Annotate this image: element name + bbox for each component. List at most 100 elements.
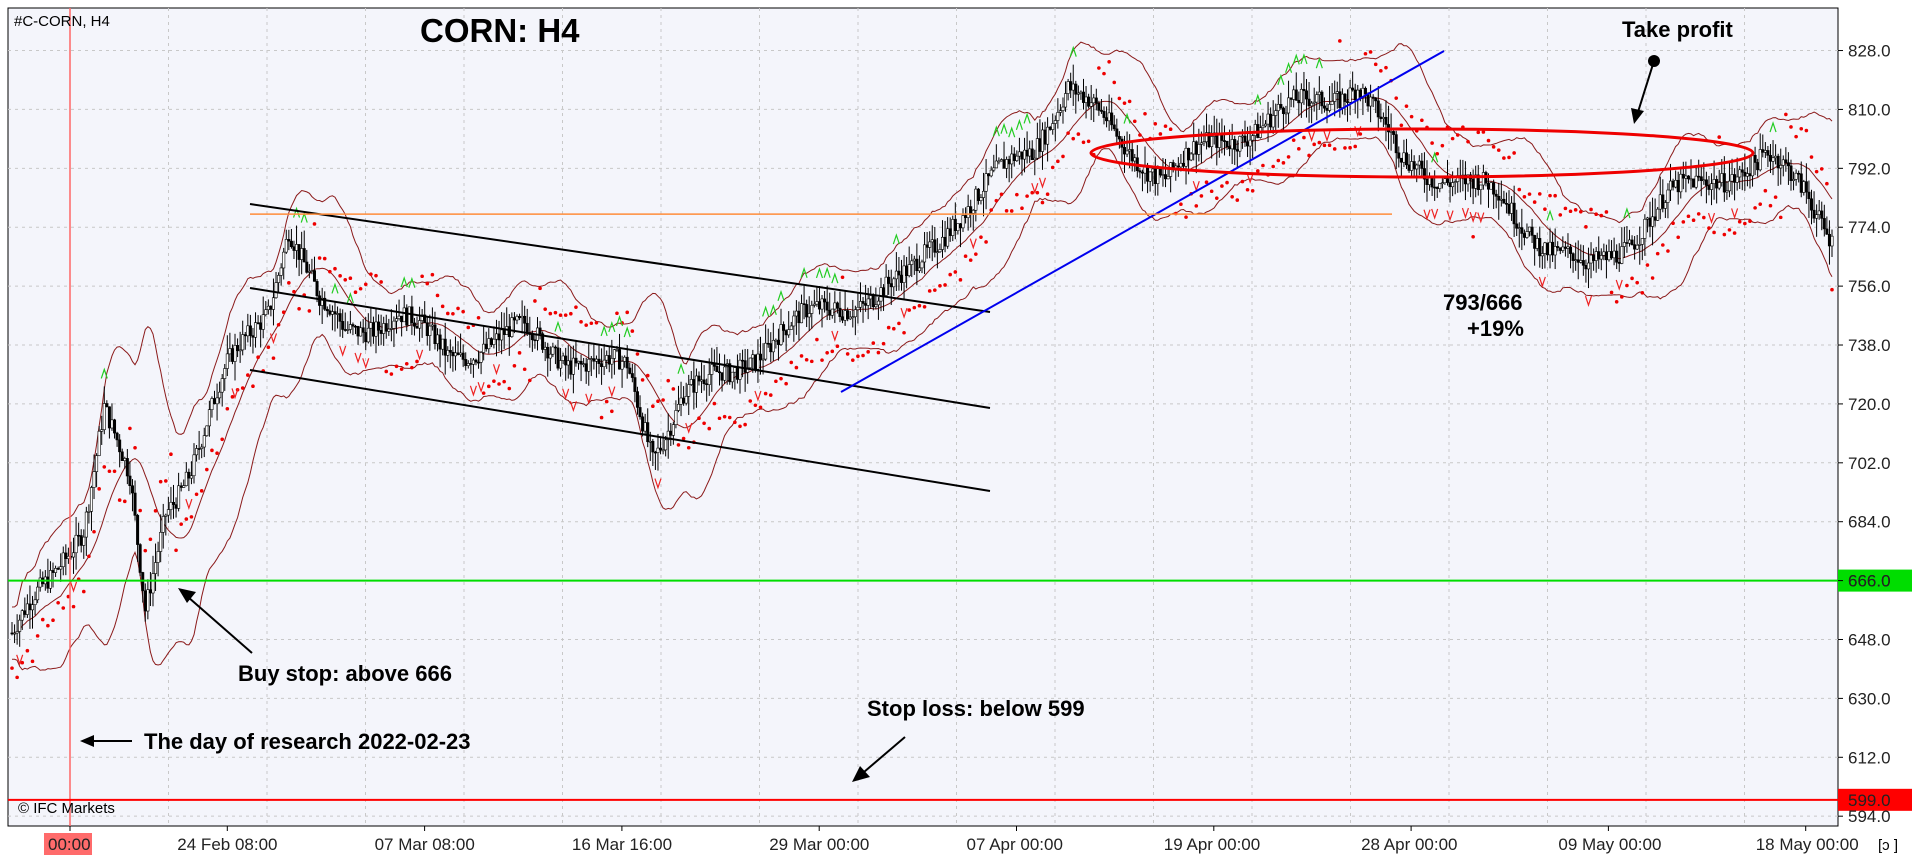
candle-body <box>751 354 755 359</box>
sar-dot <box>456 306 460 311</box>
candle-body <box>897 270 901 276</box>
candle-body <box>661 449 665 452</box>
candle-body <box>687 384 691 397</box>
candle-body <box>436 334 440 345</box>
candle-body <box>905 265 909 277</box>
candle-body <box>1617 261 1621 264</box>
candle-body <box>207 409 211 427</box>
candle-body <box>902 265 906 283</box>
candle-body <box>1666 189 1670 203</box>
candle-body <box>856 306 860 310</box>
candle-body <box>430 324 434 327</box>
candle-body <box>651 440 655 453</box>
sar-dot <box>871 341 876 345</box>
candle-body <box>133 492 137 516</box>
sar-dot <box>1061 154 1065 159</box>
candle-body <box>894 270 898 280</box>
candle-body <box>1317 91 1321 95</box>
candle-body <box>1563 246 1567 249</box>
fractal-down <box>585 393 593 405</box>
candle-body <box>620 361 624 370</box>
sar-dot <box>533 299 537 303</box>
candle-body <box>1179 162 1183 168</box>
candle-body <box>884 276 888 296</box>
candle-body <box>1538 238 1542 257</box>
candle-body <box>1804 181 1808 193</box>
sar-dot <box>20 660 25 665</box>
candle-body <box>425 322 429 336</box>
sar-dot <box>394 364 399 369</box>
fractal-up <box>608 320 616 333</box>
sar-dot <box>1153 121 1158 126</box>
candle-body <box>164 514 168 517</box>
candle-body <box>1115 128 1119 137</box>
y-tick-label: 666.0 <box>1848 572 1891 591</box>
candle-body <box>1002 159 1006 169</box>
candle-body <box>1448 182 1452 188</box>
candle-body <box>364 332 368 343</box>
sar-dot <box>738 424 742 429</box>
candle-body <box>494 333 498 340</box>
candle-body <box>1420 160 1424 169</box>
sar-dot <box>958 278 963 282</box>
sar-dot <box>497 382 501 386</box>
candle-body <box>1025 149 1029 157</box>
candle-body <box>1351 87 1355 91</box>
candle-body <box>1389 131 1393 133</box>
buy-stop-arrowhead <box>178 588 196 603</box>
candle-body <box>1133 157 1137 162</box>
sar-dot <box>333 266 337 271</box>
sar-dot <box>1522 195 1527 199</box>
sar-dot <box>1630 276 1634 281</box>
candle-body <box>407 306 411 326</box>
candle-body <box>784 330 788 336</box>
candle-body <box>1792 179 1796 181</box>
candle-body <box>1492 182 1496 195</box>
sar-dot <box>440 304 445 309</box>
fractal-up <box>1015 118 1023 131</box>
candle-body <box>1774 155 1778 159</box>
candle-body <box>858 301 862 308</box>
fractal-up <box>823 266 831 278</box>
fractal-up <box>554 320 562 332</box>
sar-dot <box>1686 214 1691 219</box>
candle-body <box>213 398 217 405</box>
candle-body <box>497 333 501 341</box>
sar-dot <box>1450 136 1455 141</box>
sar-dot <box>1578 209 1583 214</box>
candle-body <box>92 471 96 488</box>
candle-body <box>789 325 793 330</box>
sar-dot <box>912 305 917 310</box>
candle-body <box>1679 173 1683 193</box>
candle-body <box>295 244 299 251</box>
candle-body <box>874 304 878 308</box>
sar-dot <box>1276 158 1281 163</box>
fractal-down <box>16 654 24 666</box>
sar-dot <box>1261 163 1265 168</box>
fractal-down <box>754 390 762 402</box>
candle-body <box>115 432 119 441</box>
sar-dot <box>1040 200 1045 205</box>
sar-dot <box>661 398 665 402</box>
sar-dot <box>1138 133 1142 137</box>
candle-body <box>589 358 593 360</box>
corner-settings-icon[interactable]: [ↄ ] <box>1878 837 1898 854</box>
candle-body <box>10 632 14 635</box>
sar-dot <box>1225 180 1229 185</box>
candle-body <box>723 366 727 381</box>
candle-body <box>841 316 845 321</box>
candle-body <box>1602 251 1606 256</box>
candle-body <box>113 419 117 434</box>
candle-body <box>1487 182 1491 190</box>
sar-dot <box>1291 138 1296 142</box>
sar-dot <box>425 281 430 286</box>
candle-body <box>771 340 775 353</box>
candle-body <box>971 209 975 214</box>
sar-dot <box>225 406 230 411</box>
sar-dot <box>1163 124 1168 129</box>
candle-body <box>1228 146 1232 150</box>
candles-layer <box>10 64 1834 647</box>
candle-body <box>1558 247 1562 251</box>
sar-dot <box>1722 232 1727 237</box>
fractal-down <box>1431 208 1439 220</box>
